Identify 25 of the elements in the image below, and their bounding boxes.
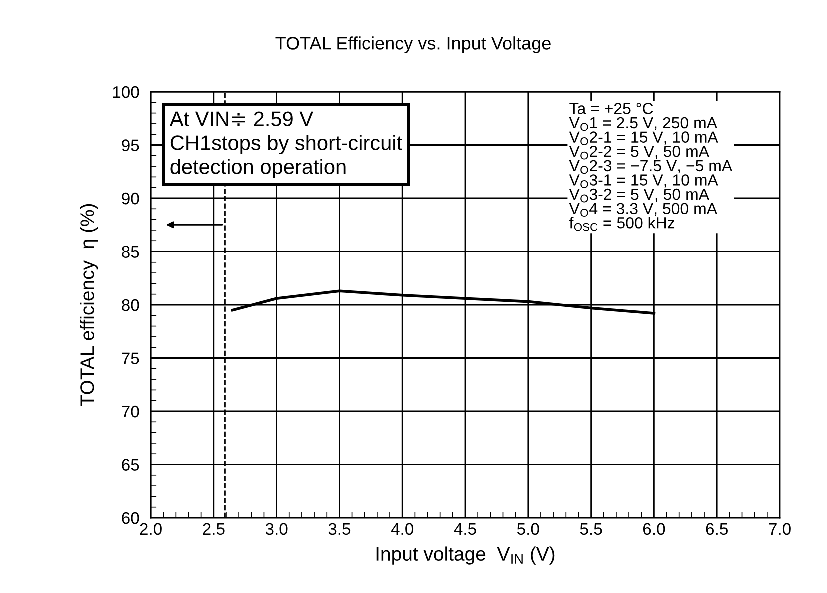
y-axis-title: TOTAL efficiency η (%)	[80, 204, 98, 406]
x-tick-label: 3.0	[266, 523, 288, 536]
y-tick-label: 85	[122, 246, 140, 258]
x-tick-label: 6.5	[706, 523, 728, 536]
x-tick-label: 4.0	[391, 523, 414, 536]
y-tick-label: 70	[122, 406, 140, 418]
y-tick-label: 100	[113, 86, 140, 98]
x-tick-label: 5.0	[517, 523, 540, 536]
x-tick-label: 5.5	[580, 523, 602, 536]
y-tick-label: 75	[122, 352, 140, 364]
y-tick-label: 60	[122, 512, 140, 524]
chart-title: TOTAL Efficiency vs. Input Voltage	[276, 36, 551, 54]
x-tick-label: 2.5	[203, 523, 225, 536]
x-axis-title: Input voltage V$_{IN}$ (V)	[376, 546, 555, 565]
y-tick-label: 65	[122, 459, 140, 471]
x-tick-label: 2.0	[140, 523, 162, 536]
x-tick-label: 7.0	[769, 523, 791, 536]
y-tick-label: 90	[122, 192, 140, 205]
annotation: At VIN≑ 2.59 V CH1stops by short-circuit detection operation	[170, 112, 402, 178]
x-tick-label: 4.5	[454, 523, 476, 536]
y-tick-label: 95	[122, 140, 140, 152]
text: Ta = +25 °C V$_{O}$1 = 2.5 V, 250 mA V$_{O}$2-1 = 15 V, 10 mA V$_{O}$2-2 = 5 V, 50 mA V$_{O}$2-3 = −7.5 V, −5 mA V$_{O}$3-1 = 15 V, 10 mA V$_{O}$3-2 = 5 V, 50 mA V$_{O}$4 = 3.3 V, 500 mA f$_{OSC}$ = 500 kHz	[569, 103, 733, 232]
x-tick-label: 6.0	[643, 523, 666, 536]
x-tick-label: 3.5	[328, 523, 351, 536]
y-tick-label: 80	[122, 299, 140, 312]
